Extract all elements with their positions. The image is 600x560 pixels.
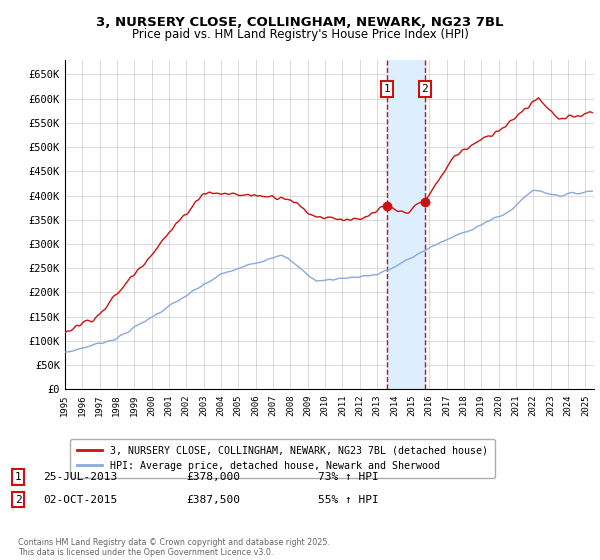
Text: 73% ↑ HPI: 73% ↑ HPI [318, 472, 379, 482]
Text: 1: 1 [14, 472, 22, 482]
Text: 1: 1 [383, 84, 390, 94]
Bar [386, 60, 425, 389]
Text: 02-OCT-2015: 02-OCT-2015 [43, 494, 118, 505]
Text: £387,500: £387,500 [186, 494, 240, 505]
Text: 3, NURSERY CLOSE, COLLINGHAM, NEWARK, NG23 7BL: 3, NURSERY CLOSE, COLLINGHAM, NEWARK, NG… [96, 16, 504, 29]
Text: Price paid vs. HM Land Registry's House Price Index (HPI): Price paid vs. HM Land Registry's House … [131, 28, 469, 41]
Text: 25-JUL-2013: 25-JUL-2013 [43, 472, 118, 482]
Legend: 3, NURSERY CLOSE, COLLINGHAM, NEWARK, NG23 7BL (detached house), HPI: Average pr: 3, NURSERY CLOSE, COLLINGHAM, NEWARK, NG… [70, 438, 495, 478]
Text: 2: 2 [14, 494, 22, 505]
Text: £378,000: £378,000 [186, 472, 240, 482]
Text: 55% ↑ HPI: 55% ↑ HPI [318, 494, 379, 505]
Text: 2: 2 [421, 84, 428, 94]
Text: Contains HM Land Registry data © Crown copyright and database right 2025.
This d: Contains HM Land Registry data © Crown c… [18, 538, 330, 557]
